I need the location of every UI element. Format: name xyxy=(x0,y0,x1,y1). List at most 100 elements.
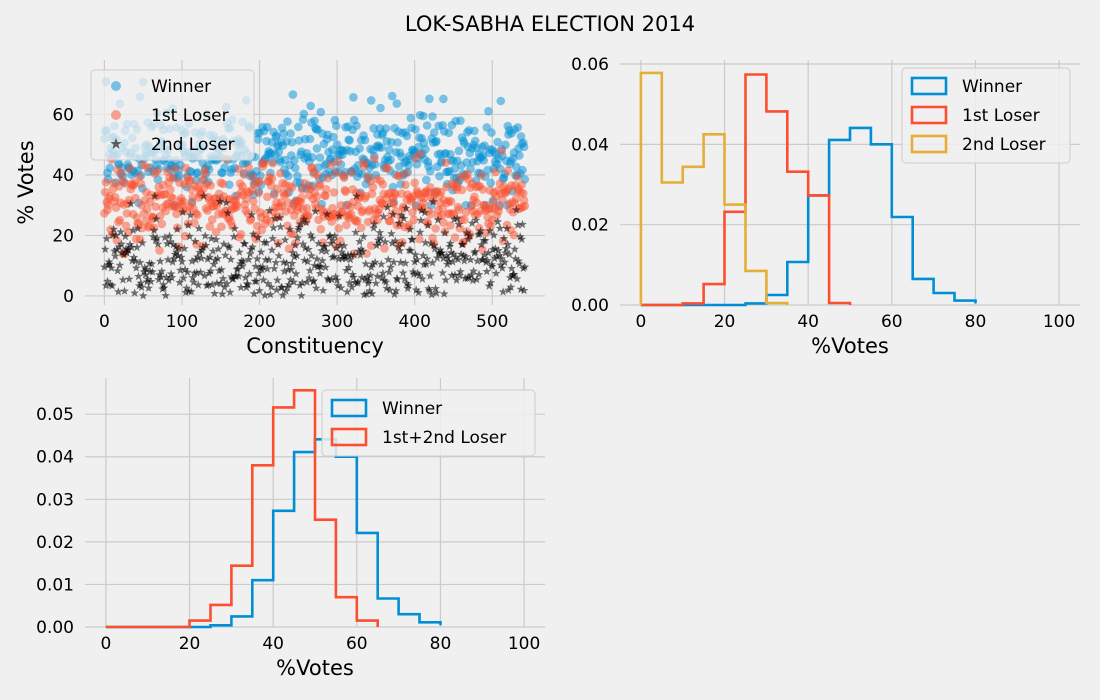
x-tick-label: 400 xyxy=(398,312,430,332)
scatter-point xyxy=(311,283,321,292)
scatter-point xyxy=(288,90,298,99)
scatter-point xyxy=(460,256,469,265)
scatter-point xyxy=(445,242,454,251)
scatter-point xyxy=(162,272,171,282)
scatter-point xyxy=(274,251,284,260)
scatter-point xyxy=(131,193,140,203)
y-tick-label: 0.00 xyxy=(571,296,609,316)
scatter-point xyxy=(356,223,366,233)
scatter-point xyxy=(143,274,153,283)
scatter-point xyxy=(366,241,376,250)
scatter-point xyxy=(240,239,250,248)
scatter-point xyxy=(513,123,523,132)
scatter-point xyxy=(314,239,323,248)
scatter-point xyxy=(200,271,209,280)
scatter-point xyxy=(464,272,474,281)
scatter-point xyxy=(305,266,315,275)
scatter-point xyxy=(305,134,315,144)
scatter-point xyxy=(323,173,333,183)
scatter-point xyxy=(411,125,420,134)
scatter-point xyxy=(393,275,402,284)
scatter-point xyxy=(485,226,495,235)
series-2nd-loser-points xyxy=(100,191,530,300)
scatter-point xyxy=(381,124,391,133)
scatter-point xyxy=(312,192,322,201)
scatter-point xyxy=(252,276,261,286)
scatter-point xyxy=(205,222,215,231)
scatter-point xyxy=(427,290,437,299)
scatter-point xyxy=(157,266,167,275)
scatter-point xyxy=(188,192,198,202)
scatter-panel: 0 100 200 300 400 500 0 20 40 60 Constituency % Vot… xyxy=(14,60,545,358)
scatter-point xyxy=(401,180,410,190)
scatter-point xyxy=(353,277,363,286)
scatter-point xyxy=(509,269,519,279)
scatter-point xyxy=(312,254,322,263)
scatter-point xyxy=(470,126,479,136)
scatter-point xyxy=(340,251,350,261)
scatter-point xyxy=(180,264,190,274)
scatter-point xyxy=(403,283,413,293)
scatter-point xyxy=(298,239,308,248)
scatter-point xyxy=(332,121,341,131)
scatter-point xyxy=(439,289,449,298)
scatter-point xyxy=(377,273,387,282)
scatter-point xyxy=(292,251,302,260)
y-tick-label: 20 xyxy=(52,226,74,246)
scatter-point xyxy=(363,272,372,281)
scatter-point xyxy=(196,267,205,276)
scatter-point xyxy=(454,146,464,156)
scatter-point xyxy=(372,240,381,250)
scatter-point xyxy=(162,239,172,248)
scatter-point xyxy=(100,262,109,271)
y-axis-label: % Votes xyxy=(14,140,38,224)
scatter-point xyxy=(413,268,423,277)
scatter-point xyxy=(415,270,424,280)
y-tick-label: 40 xyxy=(52,166,74,186)
scatter-point xyxy=(391,286,401,295)
scatter-point xyxy=(223,208,233,217)
scatter-point xyxy=(386,155,395,165)
scatter-point xyxy=(178,207,188,216)
scatter-point xyxy=(117,239,126,248)
scatter-point xyxy=(249,229,258,238)
scatter-point xyxy=(304,211,313,220)
scatter-point xyxy=(425,285,434,295)
scatter-point xyxy=(258,262,267,271)
scatter-point xyxy=(450,233,460,242)
scatter-point xyxy=(166,237,175,246)
scatter-point xyxy=(127,242,136,251)
legend-label: 1st Loser xyxy=(962,106,1040,126)
scatter-point xyxy=(441,275,451,284)
scatter-point xyxy=(315,153,325,162)
scatter-point xyxy=(518,165,527,175)
scatter-point xyxy=(345,136,354,145)
scatter-point xyxy=(355,144,364,153)
scatter-point xyxy=(341,187,350,196)
scatter-point xyxy=(294,122,303,132)
y-tick-label: 0.05 xyxy=(36,405,74,425)
scatter-point xyxy=(121,231,130,241)
scatter-point xyxy=(489,230,499,239)
scatter-point xyxy=(402,131,412,141)
scatter-point xyxy=(183,267,192,276)
scatter-point xyxy=(260,290,270,300)
scatter-point xyxy=(264,255,274,264)
scatter-point xyxy=(251,261,260,271)
scatter-point xyxy=(418,274,427,283)
scatter-point xyxy=(181,163,191,173)
scatter-point xyxy=(348,269,357,279)
scatter-point xyxy=(263,122,272,132)
scatter-point xyxy=(386,262,395,272)
scatter-point xyxy=(207,215,217,224)
scatter-point xyxy=(297,193,306,203)
scatter-point xyxy=(425,271,435,280)
y-tick-label: 0.04 xyxy=(571,135,609,155)
scatter-point xyxy=(266,290,275,299)
scatter-point xyxy=(238,261,247,270)
scatter-point xyxy=(302,277,312,286)
scatter-point xyxy=(164,275,174,285)
scatter-point xyxy=(483,255,492,265)
histogram-step-3 xyxy=(639,71,789,305)
scatter-point xyxy=(497,254,506,263)
